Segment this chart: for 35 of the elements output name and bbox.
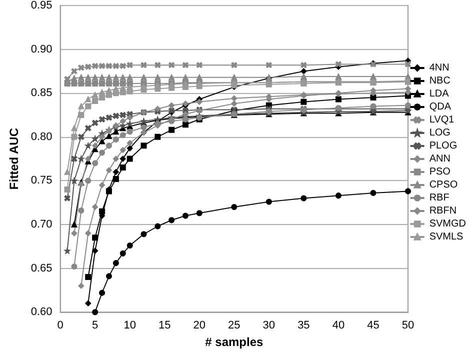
y-tick-label: 0.60 <box>30 306 52 318</box>
x-tick-label: 5 <box>92 320 98 332</box>
x-tick-label: 35 <box>298 320 310 332</box>
y-tick-label: 0.65 <box>30 262 52 274</box>
x-tick-label: 15 <box>158 320 171 332</box>
legend-label: CPSO <box>429 180 458 190</box>
legend-label: RBF <box>429 192 450 204</box>
legend-label: NBC <box>429 76 450 86</box>
y-tick-label: 0.70 <box>30 218 52 230</box>
y-tick-label: 0.95 <box>30 0 52 12</box>
legend-label: ANN <box>429 154 450 164</box>
x-axis-title: # samples <box>205 335 264 349</box>
legend-label: PLOG <box>429 140 458 152</box>
y-tick-label: 0.80 <box>30 130 52 143</box>
legend-label: RBFN <box>429 206 457 216</box>
y-tick-label: 0.85 <box>30 87 52 100</box>
x-tick-label: 50 <box>402 320 414 332</box>
y-tick-label: 0.75 <box>30 174 52 187</box>
legend-label: QDA <box>429 102 452 112</box>
legend-label: PSO <box>429 166 451 178</box>
legend-label: LVQ1 <box>429 114 455 126</box>
legend-label: LOG <box>429 128 451 138</box>
y-axis-title: Fitted AUC <box>7 128 21 190</box>
x-tick-label: 0 <box>57 320 64 332</box>
x-tick-label: 30 <box>262 320 276 332</box>
y-tick-label: 0.90 <box>30 43 52 56</box>
legend-label: 4NN <box>429 62 450 74</box>
x-tick-label: 45 <box>367 320 380 332</box>
legend-label: SVMLS <box>429 232 464 242</box>
x-tick-label: 20 <box>193 320 206 332</box>
x-tick-label: 40 <box>332 320 345 332</box>
x-tick-label: 10 <box>124 320 136 332</box>
legend-label: LDA <box>429 88 450 100</box>
legend-label: SVMGD <box>429 218 466 230</box>
x-tick-label: 25 <box>228 320 240 332</box>
